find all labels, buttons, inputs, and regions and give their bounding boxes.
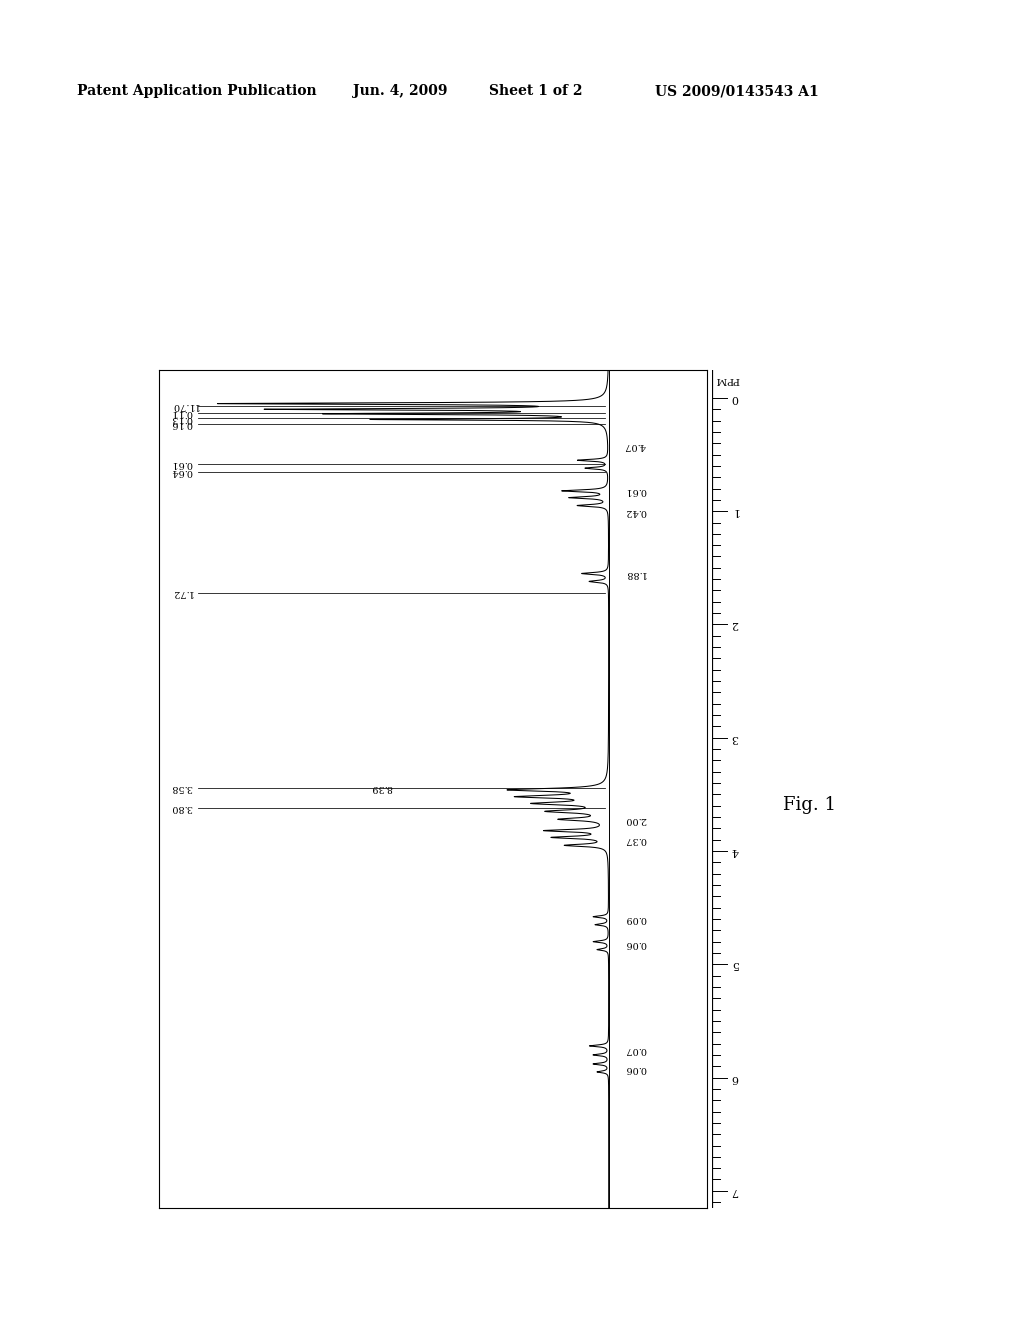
Text: 0.11: 0.11: [170, 408, 193, 417]
Text: 0.16: 0.16: [170, 420, 193, 429]
Text: 0: 0: [731, 393, 738, 403]
Text: 0.06: 0.06: [625, 940, 646, 948]
Text: 11.70: 11.70: [170, 401, 199, 411]
Text: 6: 6: [731, 1073, 738, 1082]
Text: 0.06: 0.06: [625, 1064, 646, 1073]
Text: 4.07: 4.07: [625, 441, 646, 450]
Text: 1: 1: [731, 506, 738, 516]
Text: 4: 4: [731, 846, 738, 855]
Text: PPM: PPM: [715, 375, 739, 384]
Text: 0.37: 0.37: [625, 836, 646, 845]
Text: 0.61: 0.61: [170, 459, 193, 469]
Text: 2.00: 2.00: [625, 814, 646, 824]
Text: 5: 5: [731, 960, 738, 969]
Text: 1.88: 1.88: [625, 569, 646, 578]
Text: 0.07: 0.07: [625, 1044, 646, 1053]
Text: 3.58: 3.58: [170, 783, 193, 792]
Text: US 2009/0143543 A1: US 2009/0143543 A1: [655, 84, 819, 98]
Text: 3: 3: [731, 733, 738, 743]
Text: 7: 7: [731, 1185, 738, 1196]
Text: 2: 2: [731, 619, 738, 630]
Text: 0.09: 0.09: [625, 915, 646, 924]
Text: Sheet 1 of 2: Sheet 1 of 2: [489, 84, 583, 98]
Text: Jun. 4, 2009: Jun. 4, 2009: [353, 84, 447, 98]
Text: 0.13: 0.13: [170, 413, 193, 422]
Text: Patent Application Publication: Patent Application Publication: [77, 84, 316, 98]
Text: 0.64: 0.64: [170, 467, 193, 477]
Text: 8.39: 8.39: [371, 783, 392, 792]
Text: 0.61: 0.61: [625, 486, 646, 495]
Text: Fig. 1: Fig. 1: [783, 796, 837, 814]
Text: 0.42: 0.42: [625, 507, 646, 516]
Text: 3.80: 3.80: [170, 804, 193, 812]
Text: 1.72: 1.72: [170, 589, 193, 597]
